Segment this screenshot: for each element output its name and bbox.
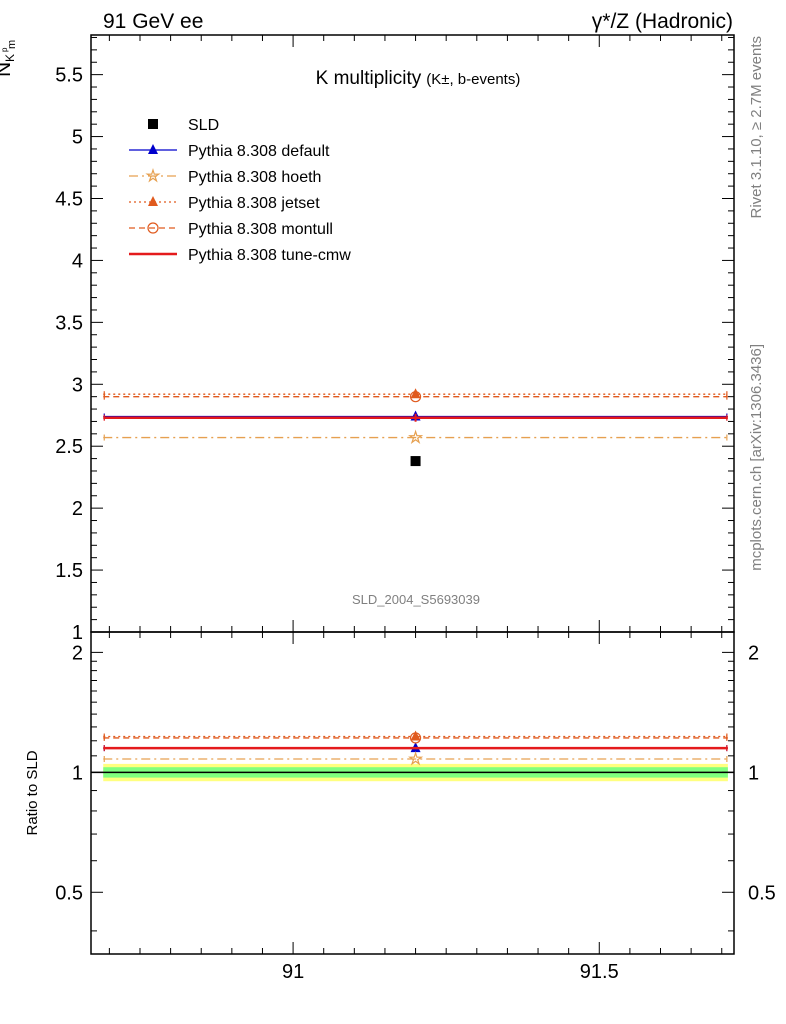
rivet-label: Rivet 3.1.10, ≥ 2.7M events xyxy=(748,36,765,219)
main-ytick-label: 1 xyxy=(72,622,83,644)
main-title: K multiplicity (K±, b-events) xyxy=(316,68,521,89)
main-ytick-label: 1.5 xyxy=(55,560,83,582)
legend-item-sld: SLD xyxy=(148,117,219,134)
legend-marker xyxy=(147,222,159,234)
svg-text:p: p xyxy=(0,47,9,52)
legend-label: Pythia 8.308 tune-cmw xyxy=(188,247,351,264)
legend-marker xyxy=(145,167,161,183)
legend-marker xyxy=(148,196,158,206)
main-ytick-label: 3.5 xyxy=(55,312,83,334)
ratio-ytick-label-left: 0.5 xyxy=(55,882,83,904)
ratio-point-pythia-8-308-hoeth xyxy=(408,751,424,766)
legend-marker xyxy=(148,119,158,129)
svg-text:K: K xyxy=(3,54,17,62)
legend: SLD Pythia 8.308 default Pythia 8.308 hoet… xyxy=(129,117,351,264)
ratio-ytick-label-right: 1 xyxy=(748,762,759,784)
legend-label: Pythia 8.308 jetset xyxy=(188,195,320,212)
ratio-ytick-label-left: 1 xyxy=(72,762,83,784)
main-ylabel: N K p m xyxy=(0,40,18,77)
ratio-ytick-label-left: 2 xyxy=(72,642,83,664)
ratio-frame xyxy=(90,631,735,955)
main-ytick-label: 5.5 xyxy=(55,65,83,87)
ratio-panel: 0.5 0.51 12 2 Ratio to SLD 91 91.5 xyxy=(24,35,776,983)
main-ytick-label: 4 xyxy=(72,250,83,272)
ratio-ytick-label-right: 2 xyxy=(748,642,759,664)
svg-text:N: N xyxy=(0,62,15,77)
main-panel: 1 1.5 2 2.5 3 3.5 4 4.5 5 5.5 K multiplicity (K±, … xyxy=(0,34,735,644)
ratio-ytick-label-right: 0.5 xyxy=(748,882,776,904)
main-point-pythia-8-308-jetset xyxy=(410,388,421,399)
legend-item-pythia-8-308-hoeth: Pythia 8.308 hoeth xyxy=(129,167,321,186)
legend-label: Pythia 8.308 default xyxy=(188,143,330,160)
legend-item-pythia-8-308-default: Pythia 8.308 default xyxy=(129,143,330,160)
header-left: 91 GeV ee xyxy=(103,10,203,33)
main-ytick-label: 3 xyxy=(72,374,83,396)
main-ytick-label: 2.5 xyxy=(55,436,83,458)
ratio-point-pythia-8-308-jetset xyxy=(410,730,421,741)
xtick-label: 91.5 xyxy=(580,961,619,983)
main-ytick-label: 4.5 xyxy=(55,188,83,210)
legend-label: SLD xyxy=(188,117,219,134)
svg-text:m: m xyxy=(6,40,18,49)
main-ytick-label: 2 xyxy=(72,498,83,520)
legend-marker xyxy=(148,144,158,154)
legend-item-pythia-8-308-montull: Pythia 8.308 montull xyxy=(129,221,333,238)
legend-item-pythia-8-308-tune-cmw: Pythia 8.308 tune-cmw xyxy=(129,247,351,264)
main-point-sld xyxy=(410,456,421,467)
ratio-ylabel: Ratio to SLD xyxy=(24,750,41,835)
legend-label: Pythia 8.308 hoeth xyxy=(188,169,321,186)
main-point-pythia-8-308-hoeth xyxy=(408,429,424,445)
legend-label: Pythia 8.308 montull xyxy=(188,221,333,238)
xtick-label: 91 xyxy=(282,961,304,983)
main-point-pythia-8-308-montull xyxy=(409,391,422,403)
legend-item-pythia-8-308-jetset: Pythia 8.308 jetset xyxy=(129,195,320,212)
mcplots-label: mcplots.cern.ch [arXiv:1306.3436] xyxy=(748,344,765,571)
ratio-point-pythia-8-308-montull xyxy=(409,732,422,744)
header-right: γ*/Z (Hadronic) xyxy=(592,10,733,33)
analysis-id: SLD_2004_S5693039 xyxy=(352,592,480,607)
main-ytick-label: 5 xyxy=(72,127,83,149)
